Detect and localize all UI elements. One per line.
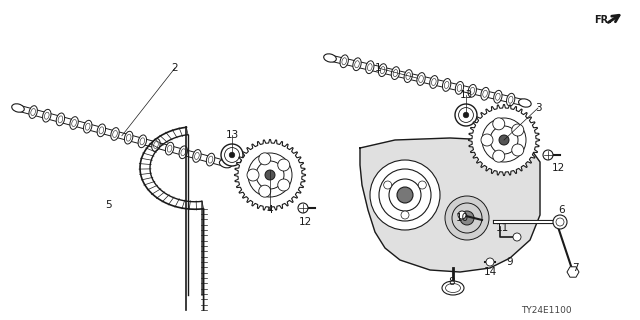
Text: 1: 1: [374, 63, 381, 73]
Circle shape: [247, 169, 259, 181]
Ellipse shape: [165, 142, 174, 155]
Circle shape: [513, 233, 521, 241]
Ellipse shape: [463, 112, 468, 118]
Ellipse shape: [206, 153, 215, 166]
Circle shape: [493, 150, 505, 162]
Text: 12: 12: [552, 163, 564, 173]
Ellipse shape: [70, 117, 78, 129]
Circle shape: [445, 196, 489, 240]
Text: 4: 4: [267, 205, 273, 215]
Ellipse shape: [417, 73, 425, 85]
Circle shape: [397, 187, 413, 203]
Ellipse shape: [429, 76, 438, 88]
Ellipse shape: [391, 67, 399, 79]
Text: 8: 8: [449, 277, 455, 287]
Text: 10: 10: [456, 213, 468, 223]
Ellipse shape: [179, 146, 188, 159]
Ellipse shape: [229, 152, 235, 158]
Text: FR.: FR.: [594, 15, 612, 25]
Text: 14: 14: [483, 267, 497, 277]
Circle shape: [419, 181, 426, 189]
Ellipse shape: [12, 104, 24, 112]
Circle shape: [543, 150, 553, 160]
Text: 6: 6: [559, 205, 565, 215]
Text: 13: 13: [460, 90, 472, 100]
Circle shape: [370, 160, 440, 230]
Text: 11: 11: [495, 223, 509, 233]
Ellipse shape: [56, 113, 65, 126]
Ellipse shape: [468, 84, 476, 97]
Circle shape: [265, 170, 275, 180]
Ellipse shape: [365, 61, 374, 74]
Ellipse shape: [324, 54, 336, 62]
Circle shape: [383, 181, 392, 189]
Circle shape: [298, 203, 308, 213]
Circle shape: [278, 159, 290, 171]
Ellipse shape: [404, 70, 412, 83]
Ellipse shape: [506, 93, 515, 106]
Ellipse shape: [43, 109, 51, 122]
Ellipse shape: [353, 58, 361, 71]
Ellipse shape: [97, 124, 106, 137]
Circle shape: [259, 185, 271, 197]
Polygon shape: [234, 140, 305, 211]
Circle shape: [512, 124, 524, 136]
Ellipse shape: [442, 281, 464, 295]
Circle shape: [553, 215, 567, 229]
Circle shape: [259, 153, 271, 165]
Polygon shape: [360, 138, 540, 272]
Ellipse shape: [83, 120, 92, 133]
Ellipse shape: [340, 55, 348, 68]
Circle shape: [512, 144, 524, 156]
Ellipse shape: [29, 106, 37, 118]
Ellipse shape: [493, 90, 502, 103]
Ellipse shape: [220, 159, 232, 168]
Ellipse shape: [481, 87, 489, 100]
Ellipse shape: [455, 82, 463, 94]
Ellipse shape: [152, 139, 160, 151]
Text: 7: 7: [572, 263, 579, 273]
Circle shape: [493, 118, 505, 130]
Circle shape: [278, 179, 290, 191]
Ellipse shape: [518, 99, 531, 107]
Text: 9: 9: [507, 257, 513, 267]
Ellipse shape: [442, 78, 451, 91]
Ellipse shape: [111, 128, 119, 140]
Ellipse shape: [458, 211, 466, 219]
Circle shape: [499, 135, 509, 145]
Text: 3: 3: [534, 103, 541, 113]
Circle shape: [401, 211, 409, 219]
Ellipse shape: [138, 135, 147, 148]
Circle shape: [460, 211, 474, 225]
Circle shape: [486, 258, 494, 266]
Text: 13: 13: [225, 130, 239, 140]
Ellipse shape: [221, 144, 243, 166]
Text: 12: 12: [298, 217, 312, 227]
Ellipse shape: [124, 131, 133, 144]
Text: 2: 2: [172, 63, 179, 73]
Ellipse shape: [378, 64, 387, 76]
Text: 5: 5: [105, 200, 111, 210]
Text: TY24E1100: TY24E1100: [522, 306, 572, 315]
Circle shape: [481, 134, 493, 146]
Ellipse shape: [193, 149, 201, 162]
Ellipse shape: [455, 104, 477, 126]
Polygon shape: [468, 105, 540, 175]
